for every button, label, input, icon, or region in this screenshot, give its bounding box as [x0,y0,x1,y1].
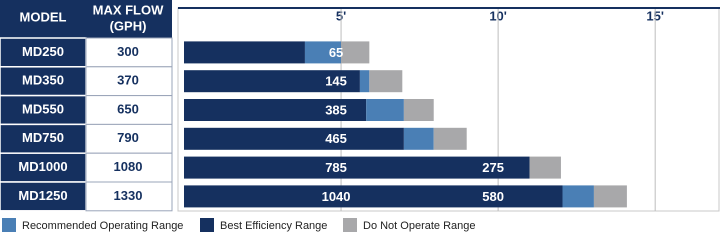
flow-label: 580 [482,189,504,204]
flow-label: 145 [325,74,347,89]
legend-label: Recommended Operating Range [22,220,183,232]
flow-cell [85,95,173,125]
legend-label: Do Not Operate Range [363,220,476,232]
bar-segment [341,41,370,64]
bar-segment [403,99,434,121]
bar-segment [562,185,594,208]
model-label: MD1250 [18,188,67,203]
flow-header: MAX FLOW [93,2,164,17]
flow-value: 370 [117,73,139,88]
flow-value: 650 [117,101,139,116]
flow-value: 1080 [114,159,143,174]
bar-segment [366,99,404,121]
bar-segment [529,156,561,179]
bar-segment [593,185,627,208]
flow-label: 275 [482,160,504,175]
model-label: MD1000 [18,159,67,174]
bar-segment [184,41,305,64]
model-label: MD750 [22,130,64,145]
flow-value: 300 [117,44,139,59]
legend-swatch [200,218,214,232]
model-label: MD250 [22,44,64,59]
model-cell [0,94,87,126]
model-label: MD550 [22,101,64,116]
bar-segment [184,127,404,150]
model-header: MODEL [20,9,67,24]
flow-label: 785 [325,160,347,175]
legend-label: Best Efficiency Range [220,220,327,232]
flow-cell [85,181,173,212]
flow-label: 1040 [322,189,351,204]
legend-swatch [343,218,357,232]
bar-segment [403,127,434,150]
bar-segment [359,70,370,93]
bar-segment [184,185,563,208]
flow-cell [85,152,173,183]
model-label: MD350 [22,73,64,88]
bar-segment [184,156,530,179]
model-cell [0,37,87,68]
header-bg [0,0,172,40]
bar-segment [433,127,467,150]
flow-cell [85,123,173,154]
flow-header: (GPH) [110,18,147,33]
flow-value: 790 [117,130,139,145]
flow-label: 65 [329,45,343,60]
bar-segment [304,41,342,64]
bar-segment [369,70,403,93]
bar-segment [184,99,367,121]
flow-value: 1330 [114,188,143,203]
flow-label: 385 [325,102,347,117]
legend-swatch [2,218,16,232]
flow-label: 465 [325,131,347,146]
bar-segment [184,70,360,93]
